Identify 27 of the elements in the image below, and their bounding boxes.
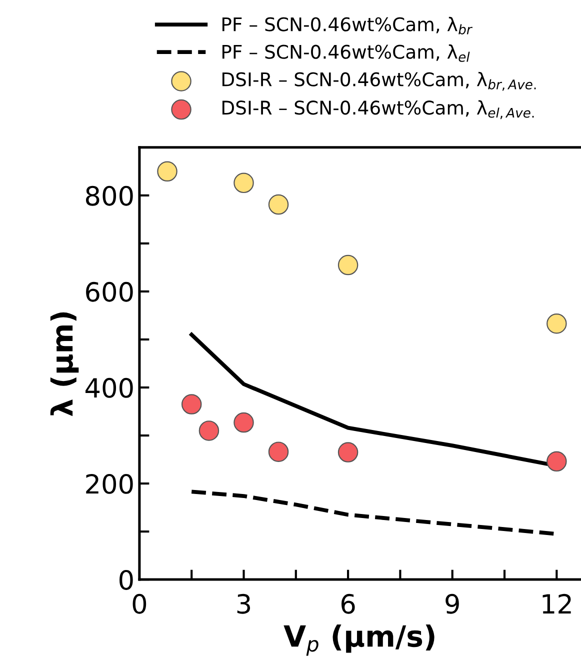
- legend-label: PF – SCN-0.46wt%Cam, λ$_{br}$: [222, 16, 473, 34]
- point: [546, 451, 567, 472]
- point: [157, 161, 178, 182]
- y-tick-label: 600: [86, 282, 133, 302]
- y-tick-label: 200: [86, 474, 133, 494]
- x-tick-label: 6: [342, 594, 355, 614]
- x-axis-title: V$_{p}$ (µm/s): [284, 624, 434, 656]
- x-tick-label: 9: [446, 594, 459, 614]
- point: [338, 442, 358, 462]
- point: [338, 254, 358, 276]
- x-tick-label: 0: [132, 594, 146, 614]
- point: [181, 394, 202, 414]
- point: [198, 420, 220, 441]
- point: [234, 412, 254, 433]
- y-tick-label: 400: [86, 378, 133, 398]
- point: [268, 194, 289, 215]
- legend-label: DSI-R – SCN-0.46wt%Cam, λ$_{br,Ave.}$: [222, 72, 536, 91]
- y-tick-label: 800: [86, 186, 133, 206]
- point: [546, 313, 567, 334]
- x-tick-label: 3: [237, 594, 250, 614]
- legend-label: PF – SCN-0.46wt%Cam, λ$_{el}$: [222, 44, 470, 62]
- y-tick-label: 0: [120, 570, 133, 590]
- y-axis-title: λ (µm): [50, 312, 79, 416]
- point: [234, 172, 254, 194]
- x-tick-label: 12: [542, 594, 571, 614]
- legend-label: DSI-R – SCN-0.46wt%Cam, λ$_{el,Ave.}$: [222, 100, 534, 120]
- point: [268, 442, 289, 462]
